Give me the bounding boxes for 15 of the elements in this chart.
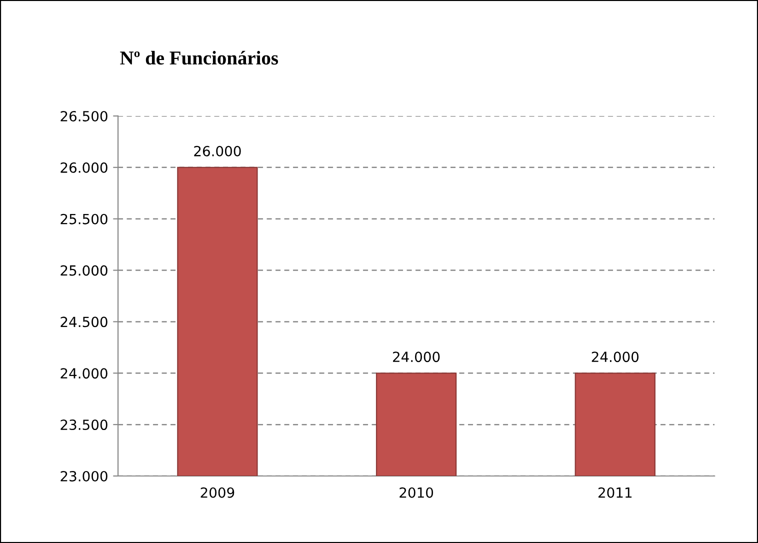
y-tick-label: 23.500 — [60, 420, 108, 430]
y-tick-label: 26.000 — [60, 162, 108, 173]
chart-title: Nº de Funcionários — [120, 50, 278, 65]
x-tick-label: 2010 — [400, 487, 434, 498]
x-tick-label: 2009 — [200, 487, 234, 498]
y-tick-label: 25.000 — [60, 265, 108, 276]
y-tick-label: 24.500 — [60, 316, 108, 328]
y-tick-label: 23.000 — [60, 470, 108, 482]
y-tick-label: 25.500 — [60, 214, 108, 224]
y-tick-label: 24.000 — [60, 368, 108, 379]
x-tick-label: 2011 — [598, 487, 632, 498]
data-label: 26.000 — [194, 146, 241, 156]
y-tick-label: 26.500 — [60, 110, 108, 122]
data-label: 24.000 — [592, 352, 639, 362]
data-label: 24.000 — [393, 352, 440, 362]
